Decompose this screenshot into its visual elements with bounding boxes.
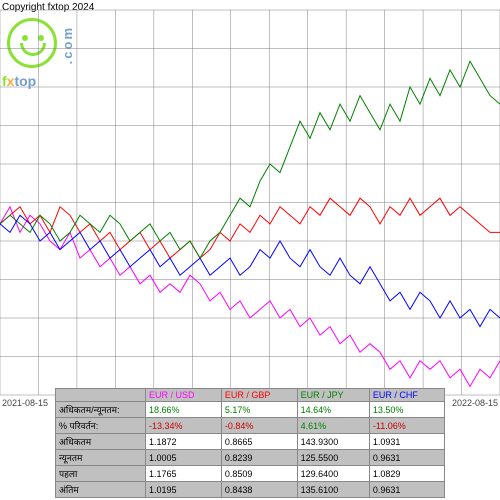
table-column-header: EUR / GBP xyxy=(221,389,297,402)
table-cell: 129.6400 xyxy=(297,466,369,482)
table-row-label: अधिकतम xyxy=(56,434,146,450)
table-cell: 1.0829 xyxy=(369,466,444,482)
table-cell: 13.50% xyxy=(369,402,444,418)
table-cell: 0.8438 xyxy=(221,482,297,498)
table-cell: 1.0931 xyxy=(369,434,444,450)
table-cell: 143.9300 xyxy=(297,434,369,450)
table-column-header: EUR / USD xyxy=(146,389,222,402)
table-cell: -11.06% xyxy=(369,418,444,434)
x-axis-end: 2022-08-15 xyxy=(452,398,498,408)
table-cell: 0.8509 xyxy=(221,466,297,482)
table-cell: 1.0005 xyxy=(146,450,222,466)
table-row-label: % परिवर्तन: xyxy=(56,418,146,434)
table-column-header: EUR / CHF xyxy=(369,389,444,402)
x-axis-start: 2021-08-15 xyxy=(2,398,48,408)
table-cell: 0.9631 xyxy=(369,482,444,498)
table-row-label: अंतिम xyxy=(56,482,146,498)
table-row-label: न्यूनतम xyxy=(56,450,146,466)
table-cell: 125.5500 xyxy=(297,450,369,466)
currency-chart xyxy=(0,5,500,400)
table-column-header: EUR / JPY xyxy=(297,389,369,402)
table-cell: 135.6100 xyxy=(297,482,369,498)
table-cell: 18.66% xyxy=(146,402,222,418)
table-row-label: अधिकतम/न्यूनतम: xyxy=(56,402,146,418)
table-row-label xyxy=(56,389,146,402)
table-cell: 0.8665 xyxy=(221,434,297,450)
table-cell: 14.64% xyxy=(297,402,369,418)
data-table: EUR / USDEUR / GBPEUR / JPYEUR / CHF अधिक… xyxy=(55,388,445,498)
table-cell: -0.84% xyxy=(221,418,297,434)
table-cell: 5.17% xyxy=(221,402,297,418)
table-cell: 0.8239 xyxy=(221,450,297,466)
table-row-label: पहला xyxy=(56,466,146,482)
table-cell: 1.0195 xyxy=(146,482,222,498)
table-cell: -13.34% xyxy=(146,418,222,434)
table-cell: 1.1765 xyxy=(146,466,222,482)
table-cell: 4.61% xyxy=(297,418,369,434)
table-cell: 1.1872 xyxy=(146,434,222,450)
table-cell: 0.9631 xyxy=(369,450,444,466)
